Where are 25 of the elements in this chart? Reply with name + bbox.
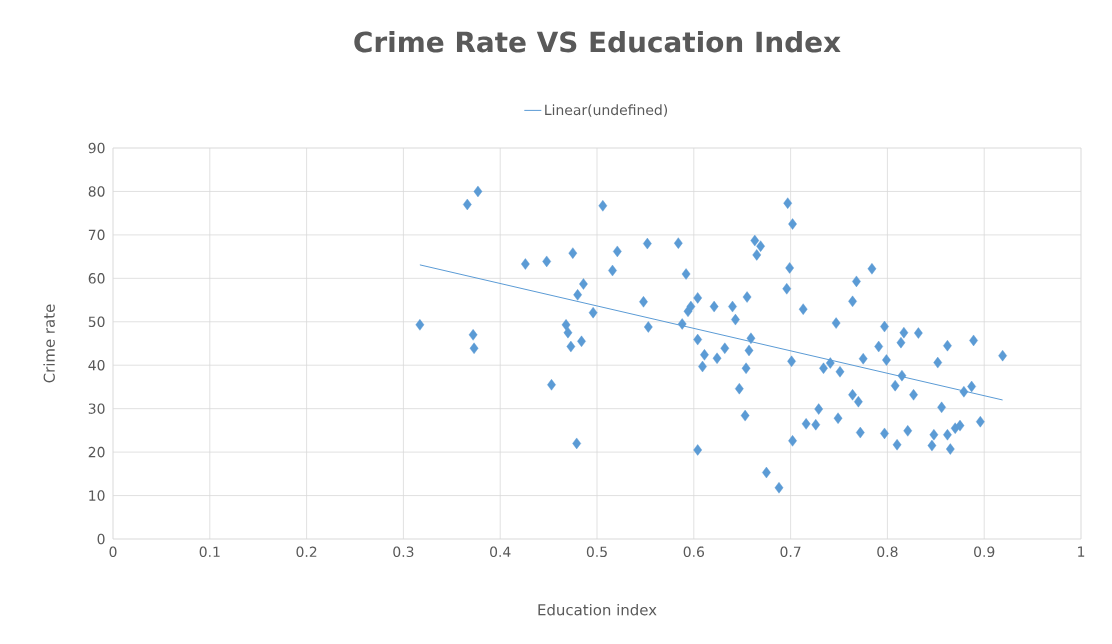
y-tick-label: 70 <box>88 229 105 241</box>
x-tick-label: 0.8 <box>877 546 898 558</box>
x-tick-label: 0.6 <box>683 546 705 558</box>
y-tick-label: 30 <box>88 403 105 414</box>
x-tick-label: 0.2 <box>296 546 317 558</box>
x-tick-label: 0.3 <box>393 546 414 558</box>
x-tick-label: 0 <box>109 546 117 558</box>
x-tick-label: 0.5 <box>586 546 607 558</box>
x-tick-label: 0.1 <box>199 546 220 558</box>
x-tick-label: 1 <box>1078 546 1085 557</box>
y-tick-label: 0 <box>97 533 105 545</box>
legend-label: Linear(undefined) <box>545 104 668 117</box>
x-tick-label: 0.9 <box>974 546 995 558</box>
x-axis-title: Education index <box>538 603 657 616</box>
x-tick-label: 0.4 <box>490 546 511 558</box>
y-tick-label: 60 <box>88 273 105 284</box>
y-tick-label: 90 <box>88 142 105 154</box>
y-tick-label: 10 <box>89 490 105 501</box>
y-tick-label: 20 <box>88 446 105 458</box>
y-tick-label: 50 <box>88 316 105 328</box>
y-tick-label: 80 <box>88 186 105 197</box>
y-axis-title: Crime rate <box>43 304 55 383</box>
y-tick-label: 40 <box>88 359 105 371</box>
x-tick-label: 0.7 <box>780 546 801 558</box>
chart-title: Crime Rate VS Education Index <box>354 30 841 53</box>
